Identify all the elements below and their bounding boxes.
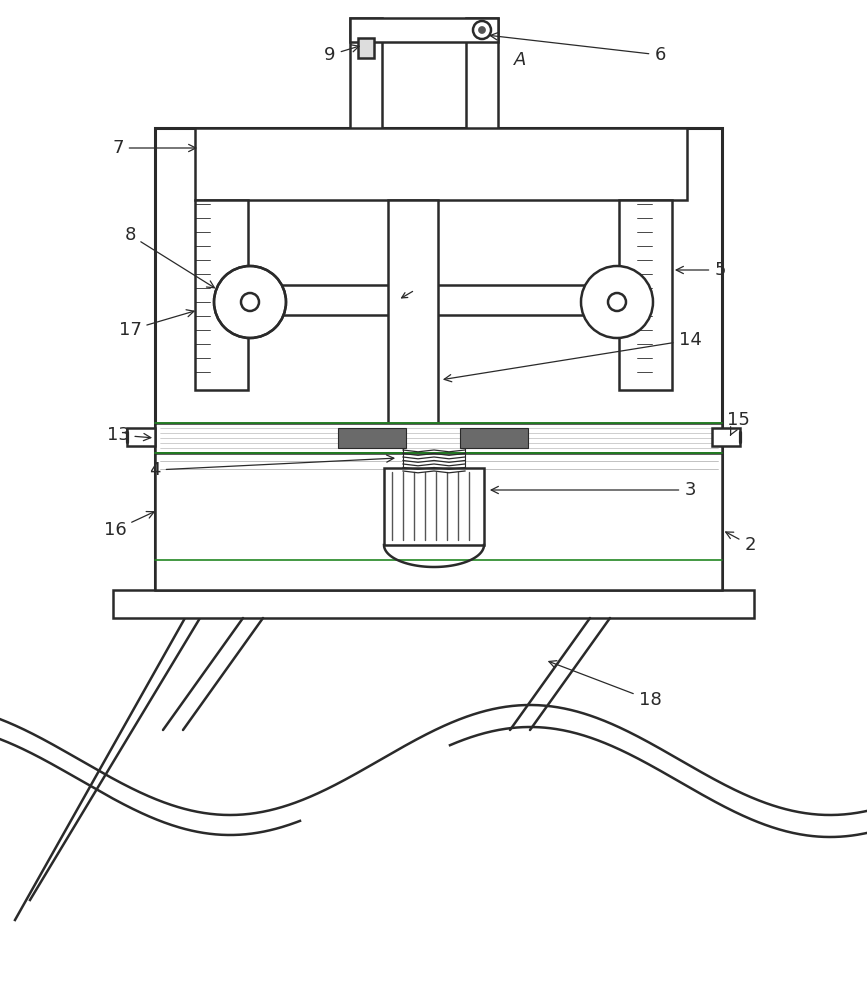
Text: 13: 13: [107, 426, 151, 444]
Text: A: A: [514, 51, 526, 69]
Bar: [113, 590, 754, 618]
Bar: [460, 428, 528, 448]
Text: 14: 14: [444, 331, 701, 382]
Text: 17: 17: [119, 310, 194, 339]
Text: 15: 15: [727, 411, 749, 435]
Bar: [358, 38, 374, 58]
Bar: [350, 18, 498, 42]
Bar: [155, 453, 722, 590]
Bar: [338, 428, 406, 448]
Text: 7: 7: [112, 139, 196, 157]
Bar: [245, 285, 623, 315]
Text: 18: 18: [549, 661, 662, 709]
Circle shape: [581, 266, 653, 338]
Text: 5: 5: [676, 261, 726, 279]
Circle shape: [479, 26, 486, 33]
Bar: [384, 468, 484, 545]
Text: 8: 8: [124, 226, 214, 288]
Circle shape: [214, 266, 286, 338]
Bar: [195, 128, 687, 200]
Bar: [127, 428, 155, 446]
Bar: [619, 200, 672, 390]
Circle shape: [473, 21, 491, 39]
Bar: [195, 200, 248, 390]
Bar: [155, 128, 722, 590]
Bar: [155, 423, 722, 453]
Text: 2: 2: [726, 532, 756, 554]
Text: 4: 4: [149, 455, 394, 479]
Bar: [712, 428, 740, 446]
Bar: [388, 200, 438, 495]
Text: 9: 9: [324, 45, 359, 64]
Circle shape: [608, 293, 626, 311]
Bar: [350, 18, 382, 130]
Text: 16: 16: [104, 512, 154, 539]
Bar: [466, 18, 498, 130]
Text: 6: 6: [490, 33, 666, 64]
Text: 3: 3: [492, 481, 695, 499]
Circle shape: [241, 293, 259, 311]
